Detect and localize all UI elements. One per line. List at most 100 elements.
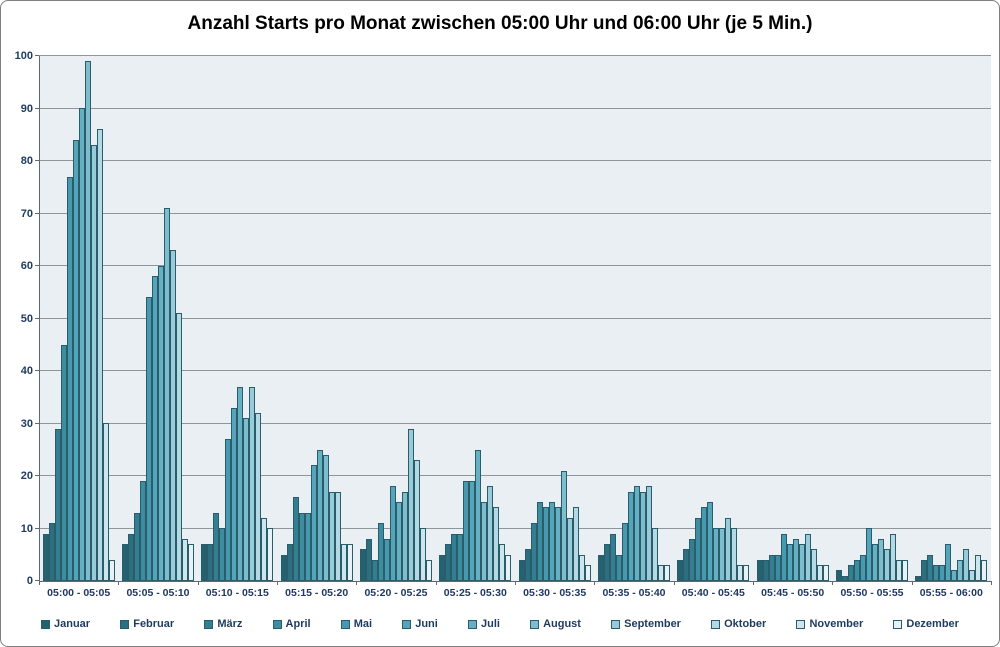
bar-april-6: [536, 502, 543, 581]
gridline: [39, 422, 991, 424]
legend-swatch-icon: [893, 619, 903, 629]
bar-april-9: [774, 555, 781, 581]
bar-februar-11: [921, 560, 928, 581]
x-axis-tick: [39, 581, 40, 585]
gridline: [39, 265, 991, 266]
bar-juli-5: [475, 450, 482, 581]
x-axis-tick: [356, 581, 358, 585]
y-axis-label: 70: [20, 207, 33, 220]
legend-swatch-icon: [41, 619, 50, 629]
bar-juni-2: [231, 408, 238, 581]
legend-item-november: November: [796, 618, 863, 630]
bar-dezember-4: [426, 560, 432, 581]
bar-mai-11: [939, 565, 946, 581]
x-axis-label: 05:55 - 06:00: [919, 587, 983, 599]
bar-januar-11: [915, 576, 922, 581]
bar-oktober-4: [414, 460, 420, 581]
bar-august-4: [402, 492, 408, 581]
gridline: [39, 212, 991, 214]
bar-september-0: [90, 145, 97, 581]
bar-november-11: [975, 555, 982, 581]
bar-mai-8: [701, 507, 708, 581]
bar-september-8: [725, 518, 732, 581]
bar-oktober-10: [890, 534, 896, 581]
legend-swatch-icon: [530, 619, 540, 629]
y-axis-label: 30: [20, 417, 33, 430]
x-axis-tick: [197, 581, 199, 585]
x-axis-tick: [277, 581, 278, 585]
y-axis-tick: [35, 317, 39, 319]
bar-märz-10: [848, 565, 854, 581]
bar-september-6: [566, 518, 573, 581]
bar-dezember-5: [505, 555, 512, 581]
legend-label: Februar: [133, 618, 175, 630]
gridline: [39, 160, 991, 161]
bar-januar-10: [836, 570, 842, 581]
bar-dezember-10: [902, 560, 908, 581]
bar-april-8: [695, 518, 702, 581]
legend-item-juli: Juli: [467, 618, 500, 630]
bar-august-0: [84, 61, 91, 581]
legend-label: November: [809, 618, 864, 630]
bar-oktober-9: [810, 549, 817, 581]
gridline: [39, 55, 991, 56]
bar-november-7: [658, 565, 664, 581]
y-axis-tick: [35, 527, 39, 529]
bar-februar-8: [683, 549, 690, 581]
bar-november-6: [578, 555, 585, 581]
bar-juli-0: [78, 108, 85, 581]
legend-label: Juli: [480, 618, 500, 630]
legend-item-januar: Januar: [41, 618, 90, 630]
bar-dezember-3: [346, 544, 353, 581]
y-axis-label: 100: [14, 50, 33, 62]
bar-oktober-8: [731, 528, 738, 581]
bar-mai-9: [780, 534, 787, 581]
bar-september-10: [884, 549, 890, 581]
x-axis-tick: [911, 581, 913, 585]
bar-september-2: [249, 387, 256, 581]
bar-april-7: [616, 555, 622, 581]
legend-swatch-icon: [467, 619, 477, 629]
legend-label: Januar: [54, 618, 91, 630]
bar-april-10: [854, 560, 860, 581]
x-axis-label: 05:45 - 05:50: [761, 587, 825, 599]
legend-swatch-icon: [340, 619, 350, 629]
y-axis-tick: [35, 212, 39, 214]
legend-swatch-icon: [711, 619, 721, 629]
bar-august-5: [481, 502, 488, 581]
x-axis-tick: [991, 581, 992, 585]
bar-mai-1: [146, 297, 152, 581]
y-axis-tick: [35, 370, 39, 371]
bar-juli-1: [158, 266, 164, 581]
bar-mai-0: [66, 177, 73, 581]
y-axis-label: 90: [20, 102, 33, 115]
legend-item-april: April: [272, 618, 311, 630]
bar-august-10: [878, 539, 884, 581]
bar-september-1: [170, 250, 176, 581]
bar-juli-8: [713, 528, 720, 581]
bar-juli-11: [951, 570, 958, 581]
bar-märz-1: [134, 513, 140, 581]
bar-april-5: [457, 534, 464, 581]
bar-oktober-2: [255, 413, 262, 581]
y-axis-label: 10: [20, 522, 33, 535]
bar-september-4: [408, 429, 414, 581]
bar-april-2: [219, 528, 226, 581]
legend-item-juni: Juni: [402, 618, 438, 630]
bar-januar-5: [439, 555, 446, 581]
bar-oktober-0: [96, 129, 103, 581]
bar-oktober-6: [572, 507, 579, 581]
legend-item-februar: Februar: [120, 618, 174, 630]
bar-november-0: [102, 423, 109, 581]
x-axis-label: 05:00 - 05:05: [47, 587, 111, 599]
bar-april-11: [933, 565, 940, 581]
bar-september-7: [646, 486, 652, 581]
bar-august-11: [957, 560, 964, 581]
bar-juli-2: [237, 387, 244, 581]
legend-label: September: [624, 618, 681, 630]
x-axis-label: 05:30 - 05:35: [523, 587, 587, 599]
bar-august-3: [322, 455, 329, 581]
bar-oktober-5: [493, 507, 500, 581]
bar-juni-7: [628, 492, 634, 581]
bar-dezember-7: [664, 565, 670, 581]
